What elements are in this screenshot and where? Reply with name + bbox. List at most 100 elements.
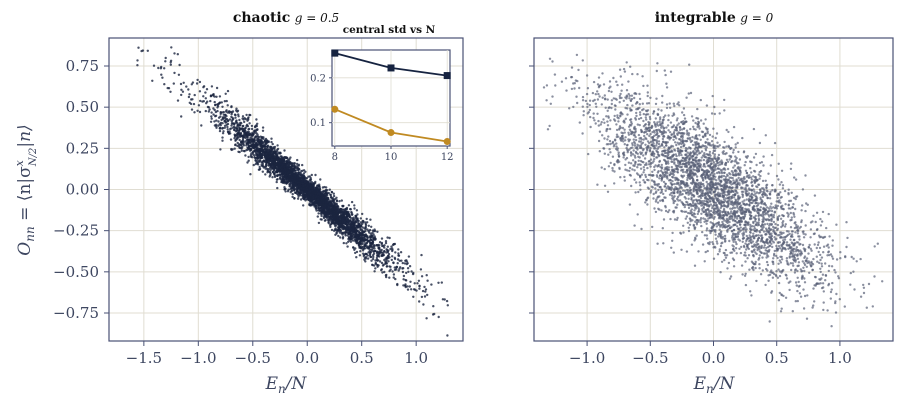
scatter-point (622, 99, 625, 103)
scatter-point (291, 195, 294, 199)
scatter-point (355, 234, 358, 238)
scatter-point (252, 133, 255, 136)
scatter-point (293, 197, 296, 200)
scatter-point (218, 127, 221, 130)
scatter-point (198, 80, 202, 84)
scatter-point (834, 271, 837, 274)
scatter-point (276, 174, 279, 178)
scatter-point (196, 109, 199, 113)
scatter-point (181, 90, 185, 93)
scatter-point (775, 254, 778, 258)
scatter-point (402, 284, 405, 287)
scatter-point (347, 204, 351, 207)
integrable-panel: integrable g = 0 −1.0 −0.5 0.0 0.5 1.0 En/N (529, 10, 894, 396)
scatter-point (264, 137, 268, 141)
scatter-point (216, 103, 219, 106)
scatter-point (391, 243, 395, 247)
scatter-point (642, 119, 645, 123)
scatter-point (367, 224, 370, 227)
scatter-point (433, 312, 436, 316)
scatter-point (346, 245, 349, 248)
scatter-point (239, 121, 242, 125)
scatter-point (425, 317, 428, 320)
scatter-point (818, 246, 822, 250)
scatter-point (207, 110, 210, 113)
scatter-point (241, 139, 245, 142)
scatter-point (366, 235, 369, 239)
scatter-point (330, 199, 334, 203)
scatter-point (340, 199, 343, 202)
scatter-point (404, 285, 407, 289)
scatter-point (755, 279, 758, 283)
scatter-point (359, 233, 363, 237)
scatter-point (356, 221, 359, 224)
scatter-point (193, 93, 196, 97)
scatter-point (176, 53, 179, 56)
scatter-point (363, 244, 366, 247)
scatter-point (762, 230, 766, 233)
scatter-point (245, 149, 248, 152)
scatter-point (210, 111, 213, 114)
scatter-point (406, 285, 409, 288)
scatter-point (873, 275, 876, 278)
scatter-point (385, 265, 388, 268)
scatter-point (440, 281, 443, 284)
scatter-point (355, 209, 359, 212)
scatter-point (404, 278, 407, 282)
scatter-point (202, 85, 206, 88)
scatter-point (371, 236, 374, 239)
scatter-point (350, 200, 354, 204)
scatter-point (179, 82, 183, 86)
chaotic-x-axis: −1.5 −1.0 −0.5 0.0 0.5 1.0 (126, 341, 428, 367)
scatter-point (256, 148, 260, 151)
scatter-point (346, 218, 350, 221)
scatter-point (294, 165, 297, 168)
scatter-point (267, 150, 270, 153)
scatter-point (238, 138, 241, 142)
scatter-point (846, 236, 849, 240)
scatter-point (423, 285, 426, 289)
scatter-point (359, 225, 362, 228)
scatter-point (136, 63, 139, 67)
scatter-point (363, 247, 366, 250)
scatter-point (737, 150, 740, 154)
scatter-point (609, 151, 612, 154)
scatter-point (244, 154, 247, 157)
scatter-point (357, 241, 361, 244)
scatter-point (349, 240, 353, 243)
scatter-point (217, 124, 220, 127)
scatter-point (750, 294, 753, 297)
scatter-point (372, 255, 375, 259)
scatter-point (218, 129, 222, 133)
scatter-point (343, 217, 346, 220)
scatter-point (351, 220, 355, 223)
scatter-point (746, 257, 749, 260)
scatter-point (344, 223, 348, 226)
scatter-point (260, 146, 263, 150)
scatter-point (364, 257, 368, 260)
scatter-point (397, 269, 400, 272)
scatter-point (301, 182, 305, 185)
scatter-point (409, 280, 412, 283)
scatter-point (287, 165, 290, 168)
scatter-point (393, 266, 396, 269)
scatter-point (322, 201, 325, 204)
scatter-point (367, 229, 370, 233)
scatter-point (290, 186, 293, 190)
scatter-point (271, 147, 274, 150)
scatter-point (349, 208, 352, 211)
scatter-point (290, 164, 293, 168)
scatter-point (230, 113, 233, 116)
scatter-point (283, 165, 286, 168)
scatter-point (401, 270, 405, 274)
scatter-point (387, 252, 391, 256)
scatter-point (332, 194, 336, 198)
scatter-point (204, 97, 207, 100)
scatter-point (335, 202, 338, 205)
scatter-point (275, 171, 279, 174)
scatter-point (316, 215, 319, 218)
scatter-point (275, 178, 279, 181)
scatter-point (675, 218, 679, 221)
scatter-point (644, 143, 647, 146)
scatter-point (370, 225, 373, 228)
